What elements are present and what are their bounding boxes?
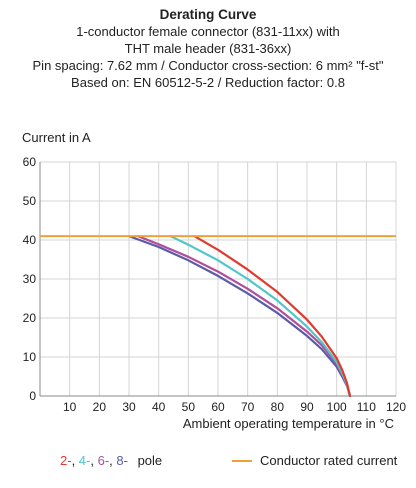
x-tick-label-100: 100 <box>327 400 347 414</box>
rated-current-legend: Conductor rated current <box>232 452 397 470</box>
chart-header: Derating Curve 1-conductor female connec… <box>0 6 416 91</box>
x-tick-label-40: 40 <box>152 400 166 414</box>
pole-label-separator: , <box>109 453 117 468</box>
series-line-3 <box>169 235 352 398</box>
x-tick-label-10: 10 <box>63 400 77 414</box>
x-axis-label: Ambient operating temperature in °C <box>183 416 394 431</box>
chart-title: Derating Curve <box>159 7 257 22</box>
x-tick-label-20: 20 <box>93 400 107 414</box>
pole-label-3: 6- <box>97 453 110 468</box>
x-tick-label-80: 80 <box>271 400 285 414</box>
y-axis-label: Current in A <box>22 130 91 145</box>
grid <box>40 161 397 397</box>
x-tick-label-50: 50 <box>182 400 196 414</box>
x-tick-label-120: 120 <box>386 400 406 414</box>
chart-subtitle-line-2: THT male header (831-36xx) <box>124 41 292 56</box>
y-tick-label-50: 50 <box>23 194 37 208</box>
y-tick-label-0: 0 <box>29 389 36 403</box>
pole-label-1: 2- <box>60 453 72 468</box>
pole-label-separator: , <box>90 453 98 468</box>
y-tick-label-40: 40 <box>23 233 37 247</box>
series-line-1 <box>127 235 352 398</box>
y-tick-label-20: 20 <box>23 311 37 325</box>
x-tick-label-90: 90 <box>300 400 314 414</box>
pole-legend: 2-, 4-, 6-, 8- pole <box>60 452 162 470</box>
pole-legend-labels: 2-, 4-, 6-, 8- <box>60 453 128 468</box>
pole-label-2: 4- <box>78 453 91 468</box>
rated-current-legend-label: Conductor rated current <box>260 453 398 468</box>
x-tick-label-110: 110 <box>357 400 376 414</box>
y-tick-label-60: 60 <box>23 155 37 169</box>
rated-current-swatch <box>232 460 252 462</box>
tick-labels: 10 20 30 40 50 60 70 80 90 100 110 120 0 10 20 30 40 50 60 <box>23 155 407 414</box>
axes <box>39 162 396 397</box>
series-line-4 <box>193 235 352 398</box>
y-tick-label-30: 30 <box>23 272 37 286</box>
pole-label-separator: , <box>71 453 79 468</box>
series-lines <box>40 235 396 398</box>
chart-subtitle-line-1: 1-conductor female connector (831-11xx) … <box>76 24 340 39</box>
x-tick-label-70: 70 <box>241 400 255 414</box>
series-line-2 <box>136 235 352 398</box>
chart-subtitle-line-3: Pin spacing: 7.62 mm / Conductor cross-s… <box>32 58 384 73</box>
x-tick-label-60: 60 <box>211 400 225 414</box>
chart-subtitle-line-4: Based on: EN 60512-5-2 / Reduction facto… <box>71 75 345 90</box>
pole-label-4: 8- <box>116 453 128 468</box>
y-tick-label-10: 10 <box>23 350 37 364</box>
x-tick-label-30: 30 <box>122 400 136 414</box>
pole-legend-suffix: pole <box>137 453 163 468</box>
